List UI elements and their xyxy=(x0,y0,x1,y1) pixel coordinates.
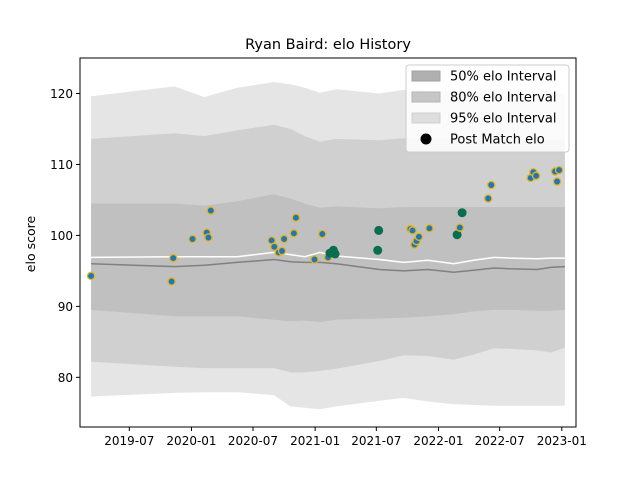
post-match-point xyxy=(270,242,279,252)
post-match-point xyxy=(452,230,462,240)
plot-frame xyxy=(79,57,577,428)
post-match-point xyxy=(457,208,467,218)
y-tick-label: 120 xyxy=(50,87,73,101)
axes: 2019-07 2020-01 2020-07 2021-01 2021-07 2022-… xyxy=(50,57,587,448)
y-tick-label: 90 xyxy=(58,300,73,314)
post-match-point xyxy=(188,234,197,244)
post-match-point xyxy=(414,232,424,242)
post-match-point xyxy=(374,225,384,235)
y-axis-label: elo score xyxy=(23,216,38,273)
post-match-point xyxy=(455,223,465,232)
post-match-point xyxy=(169,253,178,263)
legend-swatch xyxy=(411,112,441,124)
mean-elo-line xyxy=(91,251,565,265)
x-tick-label: 2020-01 xyxy=(166,434,216,448)
legend-box xyxy=(405,64,570,153)
post-match-point xyxy=(483,194,493,203)
x-tick-label: 2021-01 xyxy=(290,434,340,448)
legend-swatch xyxy=(411,70,441,82)
x-tick-label: 2023-01 xyxy=(537,434,587,448)
post-match-point xyxy=(373,245,383,255)
post-match-point xyxy=(408,226,417,235)
post-match-point xyxy=(291,213,301,222)
x-tick-label: 2019-07 xyxy=(104,434,154,448)
post-match-point xyxy=(279,234,289,244)
post-match-point xyxy=(330,249,340,259)
post-match-point xyxy=(206,206,216,215)
x-tick-label: 2020-07 xyxy=(228,434,278,448)
x-tick-label: 2022-01 xyxy=(413,434,463,448)
post-match-point xyxy=(318,229,327,239)
center-lines xyxy=(91,251,565,274)
chart-title: Ryan Baird: elo History xyxy=(245,37,411,53)
x-tick-label: 2022-07 xyxy=(475,434,525,448)
post-match-point xyxy=(486,180,496,190)
y-tick-label: 100 xyxy=(50,229,73,243)
legend-label: Post Match elo xyxy=(450,133,545,148)
post-match-point xyxy=(310,255,319,264)
post-match-point xyxy=(425,224,434,233)
post-match-point xyxy=(277,246,287,256)
post-match-point xyxy=(86,271,96,281)
legend-marker-icon xyxy=(420,133,432,145)
post-match-point xyxy=(554,165,564,175)
post-match-points xyxy=(86,165,564,286)
post-match-point xyxy=(289,229,299,238)
interval-bands xyxy=(91,82,565,410)
post-match-point xyxy=(204,233,213,242)
y-tick-label: 110 xyxy=(50,158,73,172)
post-match-point xyxy=(531,171,541,181)
legend-label: 50% elo Interval xyxy=(450,70,557,85)
y-tick-label: 80 xyxy=(58,371,73,385)
legend-label: 80% elo Interval xyxy=(450,91,557,106)
median-elo-line xyxy=(91,258,565,274)
legend-label: 95% elo Interval xyxy=(450,112,557,127)
x-tick-label: 2021-07 xyxy=(351,434,401,448)
post-match-point xyxy=(552,177,562,186)
post-match-point xyxy=(167,277,176,286)
legend-swatch xyxy=(411,91,441,103)
legend: 50% elo Interval 80% elo Interval 95% elo … xyxy=(405,64,570,153)
